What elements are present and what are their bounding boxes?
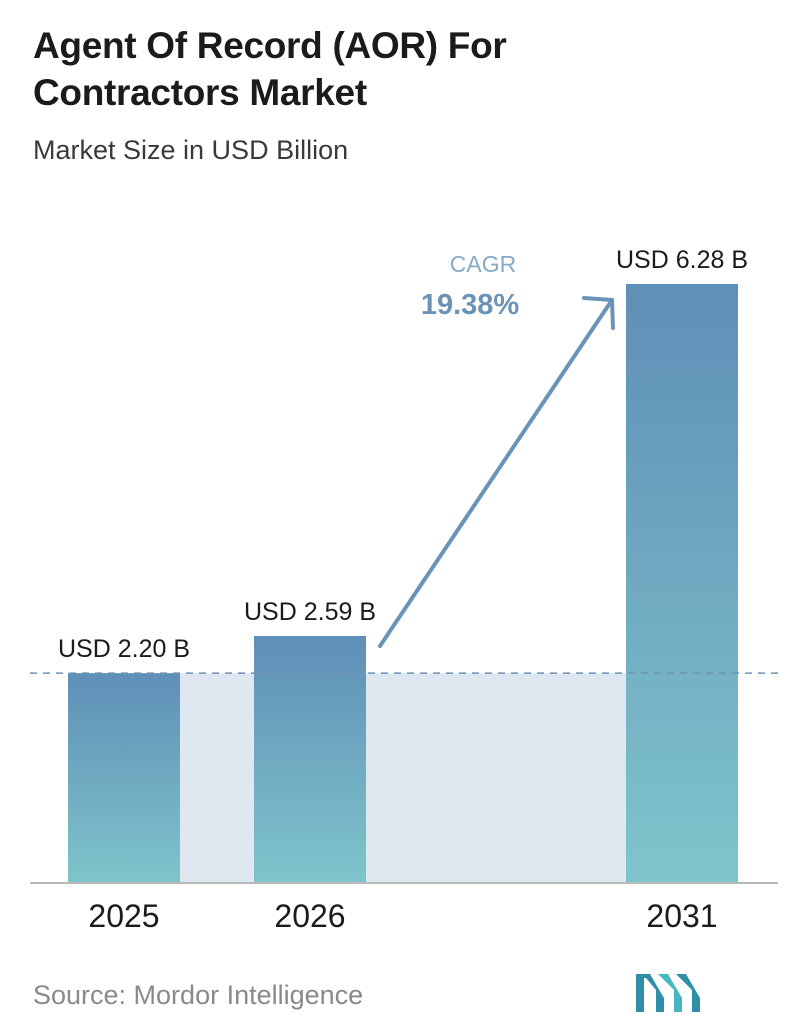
comparison-band <box>180 673 626 883</box>
overlay-layer: CAGR 19.38% <box>30 251 780 884</box>
chart-title-line2: Contractors Market <box>33 72 367 113</box>
value-label-2025: USD 2.20 B <box>58 635 190 663</box>
x-tick-2025: 2025 <box>88 898 159 934</box>
cagr-value: 19.38% <box>421 289 520 321</box>
source-note: Source: Mordor Intelligence <box>33 980 364 1010</box>
x-tick-2031: 2031 <box>646 898 717 934</box>
cagr-arrow-shaft <box>378 298 614 648</box>
comparison-band-layer <box>180 673 626 883</box>
value-labels-layer: USD 2.20 B USD 2.59 B USD 6.28 B <box>58 246 748 663</box>
value-label-2031: USD 6.28 B <box>616 246 748 274</box>
cagr-label: CAGR <box>450 251 516 277</box>
chart-subtitle: Market Size in USD Billion <box>33 135 349 165</box>
chart-title: Agent Of Record (AOR) For Contractors Ma… <box>33 22 733 116</box>
cagr-arrow-head-icon <box>582 296 615 330</box>
x-tick-labels-layer: 2025 2026 2031 <box>88 898 717 934</box>
bars-layer <box>68 284 738 883</box>
mordor-intelligence-logo-icon <box>636 974 700 1012</box>
bar-2031 <box>626 284 738 883</box>
value-label-2026: USD 2.59 B <box>244 598 376 626</box>
chart-title-line1: Agent Of Record (AOR) For <box>33 25 507 66</box>
bar-2026 <box>254 635 366 883</box>
x-tick-2026: 2026 <box>274 898 345 934</box>
bar-2025 <box>68 673 180 883</box>
